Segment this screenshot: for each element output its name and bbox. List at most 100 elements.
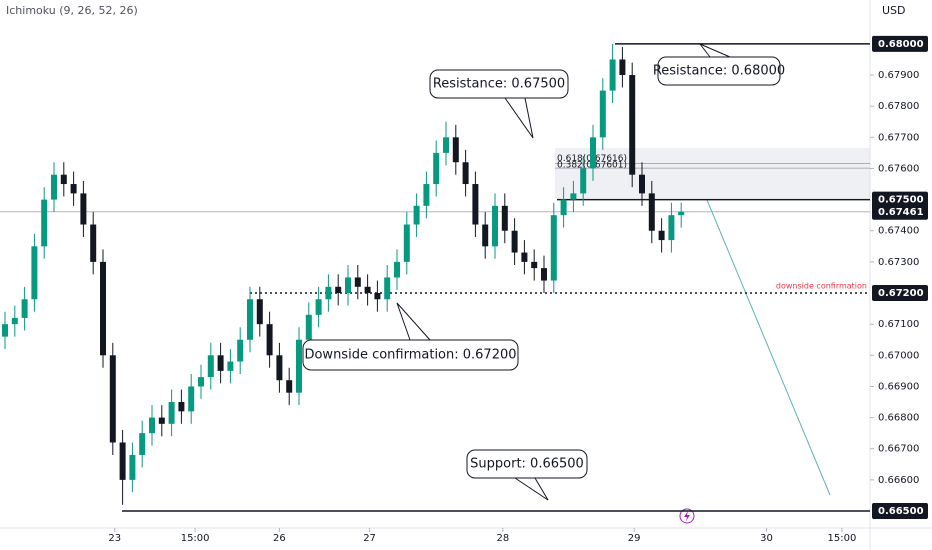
- candle-body: [315, 299, 322, 315]
- candle-body: [560, 199, 567, 216]
- callout-tail: [504, 97, 534, 139]
- candle-body: [11, 317, 18, 325]
- candle-body: [374, 293, 381, 300]
- price-tag: [872, 503, 928, 520]
- candle-body: [60, 174, 67, 185]
- x-tick-label: 28: [496, 533, 509, 544]
- x-tick-label: 27: [363, 533, 376, 544]
- projection-line: [706, 199, 831, 496]
- candle-body: [119, 442, 126, 480]
- x-tick-label: 15:00: [828, 533, 857, 544]
- y-tick-label: 0.66700: [878, 444, 919, 455]
- price-tag: [872, 35, 928, 52]
- price-tag: [872, 203, 928, 220]
- y-tick-label: 0.67700: [878, 132, 919, 143]
- candle-body: [609, 59, 616, 91]
- candle-body: [531, 261, 538, 269]
- candle-body: [217, 355, 224, 371]
- candle-body: [100, 261, 106, 356]
- candle-body: [482, 224, 489, 247]
- candle-body: [354, 277, 361, 287]
- y-tick-label: 0.66800: [878, 413, 919, 424]
- callout-box: [657, 56, 781, 86]
- candle-body: [550, 215, 557, 281]
- candle-body: [413, 205, 420, 225]
- candle-body: [570, 193, 577, 200]
- y-tick-label: 0.67400: [878, 226, 919, 237]
- candle-body: [541, 268, 547, 281]
- candle-body: [305, 314, 312, 340]
- candle-body: [2, 324, 8, 337]
- candle-body: [80, 193, 87, 225]
- candle-body: [443, 137, 449, 153]
- candle-body: [149, 417, 155, 434]
- candle-body: [325, 286, 332, 300]
- currency-label: USD: [882, 4, 906, 17]
- callout-tail: [514, 477, 549, 501]
- candle-body: [237, 339, 244, 362]
- candle-body: [109, 355, 116, 443]
- x-tick-label: 30: [760, 533, 773, 544]
- candle-body: [51, 174, 57, 200]
- candle-body: [452, 137, 459, 163]
- y-tick-label: 0.66600: [878, 475, 919, 486]
- candle-body: [335, 286, 342, 294]
- candle-body: [247, 299, 253, 340]
- candle-body: [198, 377, 204, 387]
- candle-body: [70, 184, 77, 194]
- callout-text: Downside confirmation: 0.67200: [304, 348, 516, 363]
- x-tick-label: 29: [628, 533, 641, 544]
- candle-body: [129, 454, 136, 480]
- callout-text: Support: 0.66500: [470, 457, 584, 472]
- candle-body: [276, 355, 283, 381]
- candle-body: [364, 286, 371, 294]
- price-tag-label: 0.67200: [878, 288, 924, 299]
- candle-body: [41, 199, 48, 247]
- candle-body: [668, 215, 675, 241]
- candle-body: [462, 162, 469, 185]
- candle-body: [266, 324, 273, 356]
- candle-body: [384, 277, 391, 300]
- candle-body: [433, 152, 440, 185]
- candle-body: [580, 168, 587, 194]
- x-tick-label: 15:00: [181, 533, 210, 544]
- callout-box: [429, 69, 569, 99]
- y-tick-label: 0.67100: [878, 319, 919, 330]
- y-tick-label: 0.67900: [878, 70, 919, 81]
- candle-body: [90, 224, 97, 262]
- candle-body: [286, 380, 293, 393]
- candle-body: [619, 59, 626, 76]
- callout-box: [302, 339, 519, 371]
- y-tick-label: 0.67300: [878, 257, 919, 268]
- x-tick-label: 23: [108, 533, 121, 544]
- candle-body: [345, 277, 351, 294]
- candle-body: [599, 90, 606, 138]
- callout-tail: [396, 302, 431, 341]
- price-tag-label: 0.68000: [878, 39, 924, 50]
- candle-body: [256, 299, 263, 325]
- indicator-label: Ichimoku (9, 26, 52, 26): [6, 4, 138, 17]
- candle-body: [472, 184, 479, 225]
- confirmation-note: downside confirmation: [776, 282, 867, 291]
- y-tick-label: 0.67000: [878, 350, 919, 361]
- candle-body: [207, 355, 214, 378]
- callout-text: Resistance: 0.67500: [433, 77, 565, 92]
- candle-body: [403, 224, 410, 262]
- candle-body: [492, 205, 498, 247]
- candle-body: [639, 174, 645, 194]
- price-tag-label: 0.67500: [878, 195, 924, 206]
- candle-body: [21, 299, 28, 318]
- candle-body: [31, 246, 38, 300]
- callout-text: Resistance: 0.68000: [653, 64, 785, 79]
- candle-body: [511, 230, 518, 253]
- candle-body: [521, 252, 528, 262]
- candle-body: [139, 433, 146, 455]
- event-icon: [684, 511, 690, 521]
- candle-body: [188, 386, 195, 412]
- callout-box: [466, 449, 588, 479]
- x-tick-label: 26: [273, 533, 286, 544]
- candle-body: [501, 205, 508, 231]
- candle-body: [658, 230, 665, 241]
